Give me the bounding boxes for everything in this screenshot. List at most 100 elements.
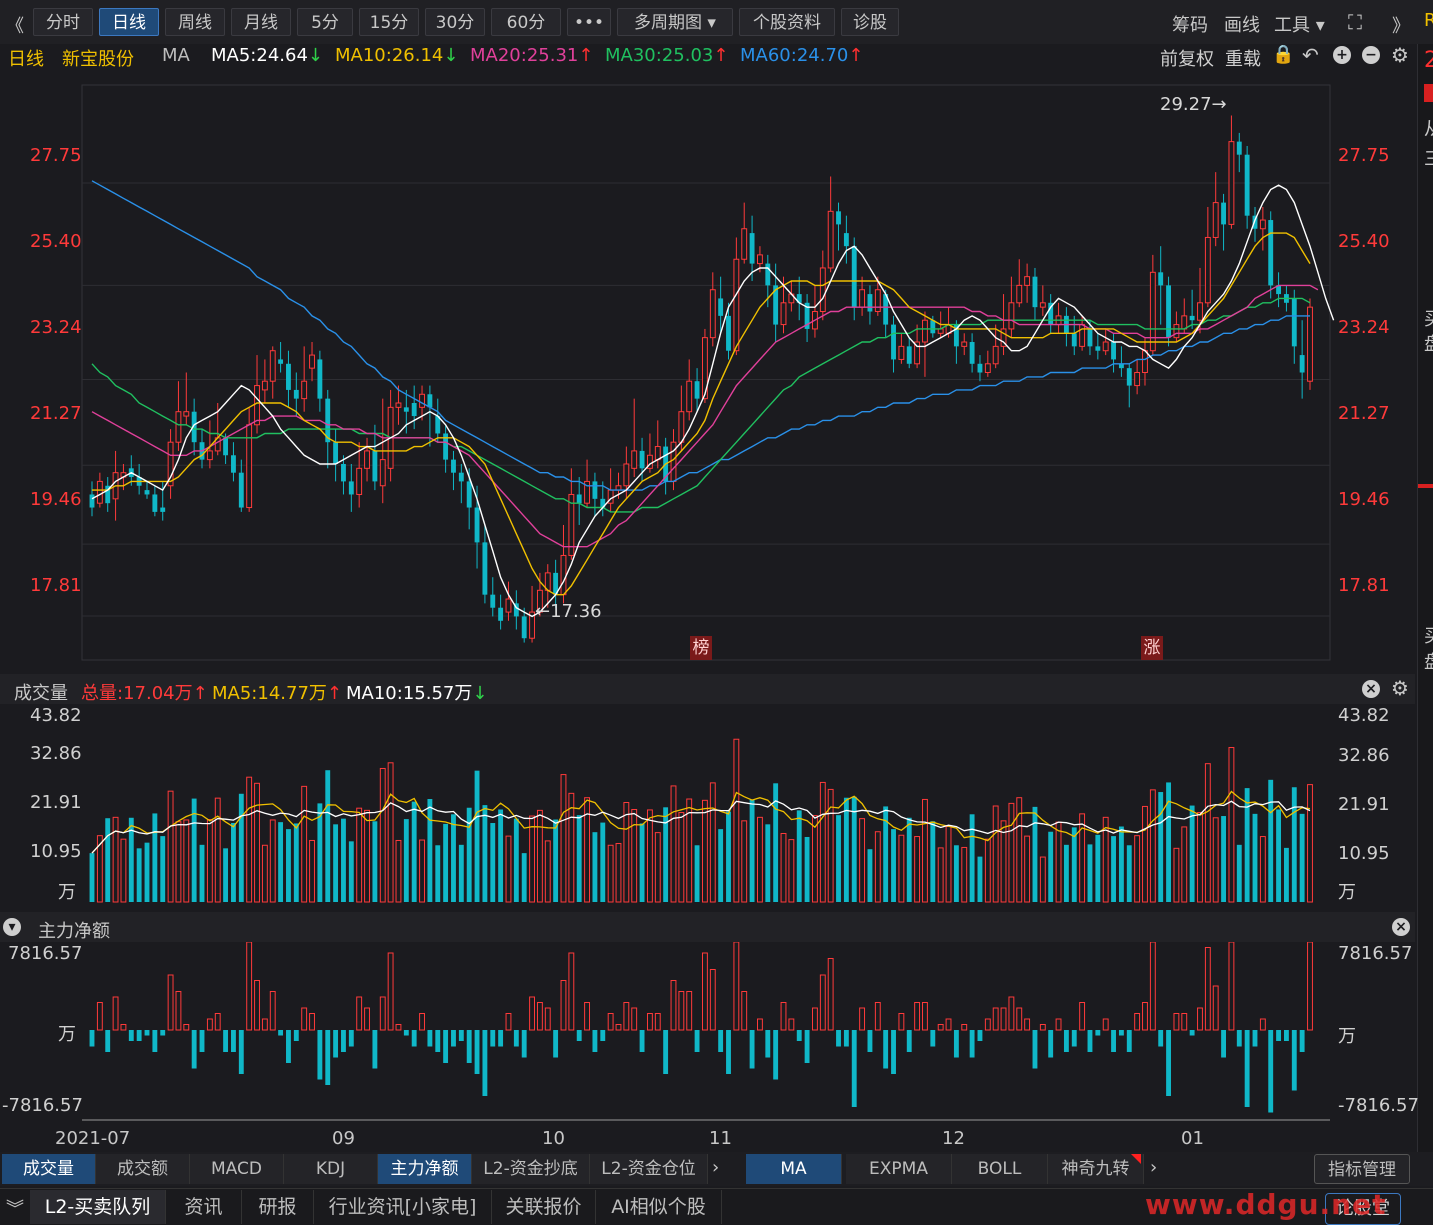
close-capital-icon[interactable]: × bbox=[1392, 918, 1410, 936]
candle-body bbox=[914, 341, 921, 365]
capital-bar bbox=[1149, 941, 1156, 1031]
tab-macd[interactable]: MACD bbox=[190, 1154, 284, 1184]
volume-bar bbox=[411, 801, 417, 902]
volume-bar bbox=[458, 844, 464, 902]
tab-main-capital[interactable]: 主力净额 bbox=[378, 1154, 472, 1184]
fullscreen-icon[interactable]: ⛶ bbox=[1348, 10, 1362, 34]
ma-indicator-label[interactable]: MA bbox=[162, 45, 190, 66]
tab-fenshi[interactable]: 分时 bbox=[33, 8, 93, 36]
tools-dropdown[interactable]: 工具 ▾ bbox=[1274, 15, 1325, 36]
candle-body bbox=[701, 337, 708, 400]
indicator-manage-button[interactable]: 指标管理 bbox=[1314, 1154, 1410, 1184]
candle-body bbox=[1252, 215, 1258, 229]
multi-period-button[interactable]: 多周期图 ▾ bbox=[617, 8, 733, 36]
tab-l2-bottom[interactable]: L2-资金抄底 bbox=[472, 1154, 590, 1184]
capital-bar bbox=[513, 1030, 519, 1047]
tab-boll[interactable]: BOLL bbox=[952, 1154, 1048, 1184]
lock-icon[interactable]: 🔒 bbox=[1272, 44, 1295, 65]
candle-body bbox=[874, 289, 881, 313]
capital-bar bbox=[403, 1030, 409, 1036]
volume-bar bbox=[709, 782, 716, 903]
tab-expma[interactable]: EXPMA bbox=[846, 1154, 952, 1184]
volume-title[interactable]: 成交量 bbox=[14, 683, 68, 704]
forward-adjust-button[interactable]: 前复权 bbox=[1160, 49, 1214, 70]
candle-body bbox=[356, 467, 363, 495]
volume-bar bbox=[749, 799, 755, 902]
volume-bar bbox=[883, 806, 889, 902]
collapse-left-icon[interactable]: 《 bbox=[6, 16, 24, 37]
kline-chart[interactable] bbox=[0, 0, 1415, 1154]
footer-tab-related[interactable]: 关联报价 bbox=[492, 1190, 596, 1224]
capital-bar bbox=[686, 991, 693, 1031]
footer-bar bbox=[0, 1188, 1433, 1225]
tab-turnover[interactable]: 成交额 bbox=[96, 1154, 190, 1184]
undo-icon[interactable]: ↶ bbox=[1302, 43, 1319, 67]
vol-tick-right-3: 21.91 bbox=[1338, 794, 1390, 815]
volume-settings-gear-icon[interactable]: ⚙ bbox=[1391, 676, 1409, 700]
draw-line-button[interactable]: 画线 bbox=[1224, 15, 1260, 36]
close-volume-icon[interactable]: × bbox=[1362, 680, 1380, 698]
diagnose-button[interactable]: 诊股 bbox=[841, 8, 899, 36]
candle-body bbox=[144, 490, 150, 495]
tab-30min[interactable]: 30分 bbox=[425, 8, 485, 36]
chips-button[interactable]: 筹码 bbox=[1172, 15, 1208, 36]
footer-tab-news[interactable]: 资讯 bbox=[166, 1190, 242, 1224]
candle-body bbox=[529, 611, 535, 639]
footer-tab-research[interactable]: 研报 bbox=[242, 1190, 314, 1224]
tab-l2-position[interactable]: L2-资金仓位 bbox=[590, 1154, 708, 1184]
collapse-right-icon[interactable]: 》 bbox=[1392, 16, 1410, 37]
capital-bar bbox=[701, 952, 708, 1031]
volume-bar bbox=[214, 797, 221, 903]
list-tag-badge[interactable]: 榜 bbox=[690, 636, 712, 660]
capital-title[interactable]: 主力净额 bbox=[38, 921, 110, 942]
tab-15min[interactable]: 15分 bbox=[359, 8, 419, 36]
candle-body bbox=[175, 411, 182, 443]
candle-body bbox=[560, 554, 567, 596]
footer-collapse-icon[interactable]: ︾ bbox=[6, 1199, 24, 1220]
tab-5min[interactable]: 5分 bbox=[297, 8, 353, 36]
zoom-in-icon[interactable]: + bbox=[1333, 46, 1351, 64]
volume-ma10-line bbox=[91, 800, 1311, 854]
rise-tag-badge[interactable]: 涨 bbox=[1141, 636, 1163, 660]
candle-body bbox=[1118, 363, 1124, 369]
volume-bar bbox=[152, 813, 158, 902]
tab-60min[interactable]: 60分 bbox=[491, 8, 561, 36]
tabs-next-icon[interactable]: › bbox=[712, 1157, 720, 1178]
collapse-down-icon[interactable]: ▾ bbox=[3, 918, 21, 936]
stock-profile-button[interactable]: 个股资料 bbox=[739, 8, 835, 36]
candle-body bbox=[1268, 220, 1274, 286]
footer-tab-ai-similar[interactable]: AI相似个股 bbox=[596, 1190, 722, 1224]
zoom-out-icon[interactable]: − bbox=[1362, 46, 1380, 64]
tab-volume[interactable]: 成交量 bbox=[2, 1154, 96, 1184]
candle-body bbox=[639, 450, 645, 469]
volume-bar bbox=[1111, 836, 1116, 902]
capital-bar bbox=[718, 1030, 724, 1052]
tab-weekly[interactable]: 周线 bbox=[165, 8, 225, 36]
capital-bar bbox=[333, 1030, 339, 1058]
footer-tab-l2-queue[interactable]: L2-买卖队列 bbox=[30, 1190, 166, 1224]
reload-button[interactable]: 重载 bbox=[1225, 49, 1261, 70]
capital-bar bbox=[1032, 1030, 1038, 1069]
tab-daily[interactable]: 日线 bbox=[99, 8, 159, 36]
volume-bar bbox=[756, 816, 763, 903]
volume-bar bbox=[1024, 835, 1031, 903]
capital-bar bbox=[749, 1030, 755, 1069]
tab-monthly[interactable]: 月线 bbox=[231, 8, 291, 36]
candles bbox=[89, 115, 1313, 643]
watermark-text: www.ddgu.net bbox=[1145, 1188, 1387, 1221]
red-corner-flag-icon bbox=[1131, 1154, 1141, 1164]
capital-bar bbox=[474, 1030, 480, 1074]
settings-gear-icon[interactable]: ⚙ bbox=[1391, 43, 1409, 67]
stock-name[interactable]: 新宝股份 bbox=[62, 49, 134, 70]
footer-tab-industry[interactable]: 行业资讯[小家电] bbox=[314, 1190, 492, 1224]
overlay-next-icon[interactable]: › bbox=[1150, 1157, 1158, 1178]
capital-bar bbox=[1087, 1030, 1093, 1052]
more-button[interactable]: ••• bbox=[567, 8, 611, 36]
capital-bar bbox=[231, 1030, 236, 1052]
tab-ma[interactable]: MA bbox=[746, 1154, 842, 1184]
volume-bar bbox=[930, 821, 936, 902]
candle-body bbox=[977, 363, 983, 373]
candle-body bbox=[223, 437, 229, 456]
tab-kdj[interactable]: KDJ bbox=[284, 1154, 378, 1184]
tab-magic-nine[interactable]: 神奇九转 bbox=[1048, 1154, 1144, 1184]
